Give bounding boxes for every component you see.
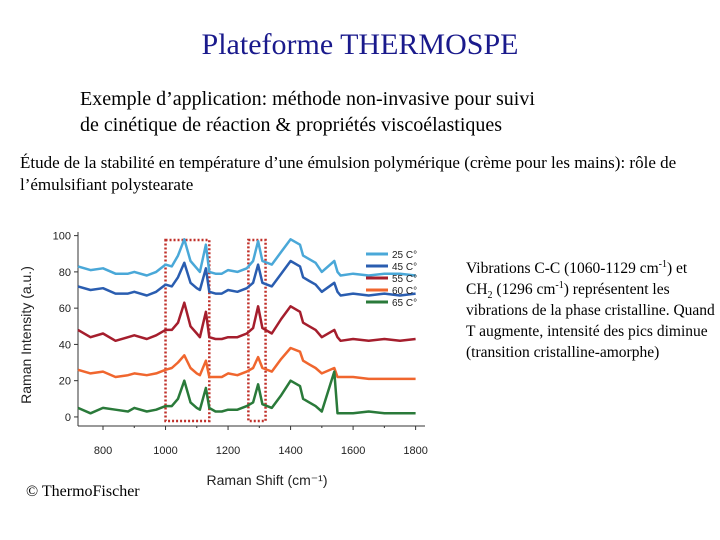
- slide-subtitle: Exemple d’application: méthode non-invas…: [80, 86, 680, 138]
- y-tick-label: 20: [59, 376, 71, 388]
- series-line: [77, 301, 416, 343]
- x-axis-label: Raman Shift (cm⁻¹): [207, 472, 328, 488]
- raman-spectra-chart: 0 20 40 60 80 100 800 1000 1200 1400 1600 1800 25 C…: [18, 231, 428, 488]
- slide-title: Plateforme THERMOSPE: [201, 28, 519, 61]
- legend-label: 25 C°: [392, 250, 417, 261]
- x-tick-label: 800: [94, 445, 112, 457]
- series-line: [77, 259, 416, 297]
- x-tick-label: 1600: [341, 445, 365, 457]
- y-tick-label: 60: [59, 303, 71, 315]
- x-tick-label: 1800: [403, 445, 427, 457]
- legend-label: 65 C°: [392, 298, 417, 309]
- note-sup-2: -1: [555, 279, 564, 291]
- y-tick-label: 80: [59, 267, 71, 279]
- note-sub-1: 2: [487, 290, 493, 302]
- highlight-regions: [164, 238, 267, 423]
- chart-axes: 0 20 40 60 80 100 800 1000 1200 1400 1600 1800: [53, 231, 428, 457]
- legend-label: 45 C°: [392, 262, 417, 273]
- subtitle-line-1: Exemple d’application: méthode non-invas…: [80, 88, 535, 110]
- note-sup-1: -1: [658, 258, 667, 270]
- highlight-region-box: [164, 238, 211, 423]
- copyright-notice: © ThermoFischer: [26, 483, 140, 500]
- legend-label: 60 C°: [392, 286, 417, 297]
- x-tick-label: 1400: [278, 445, 302, 457]
- series-line: [77, 238, 416, 277]
- series-line: [77, 346, 416, 381]
- note-part-1: Vibrations C-C (1060-1129 cm: [466, 260, 659, 277]
- y-axis-label: Raman Intensity (a.u.): [18, 266, 34, 404]
- x-tick-label: 1200: [216, 445, 240, 457]
- note-part-2: ) et CH: [466, 260, 688, 298]
- chart-legend: 25 C°45 C°55 C°60 C°65 C°: [366, 250, 417, 309]
- study-description: Étude de la stabilité en température d’u…: [20, 153, 677, 194]
- highlight-region-box: [247, 238, 267, 423]
- subtitle-line-2: de cinétique de réaction & propriétés vi…: [80, 114, 503, 136]
- note-part-3: (1296 cm: [492, 281, 556, 298]
- note-part-4: ) représentent les vibrations de la phas…: [466, 281, 715, 361]
- spectra-lines: [77, 238, 416, 415]
- annotation-note: Vibrations C-C (1060-1129 cm-1) et CH2 (…: [466, 258, 716, 363]
- y-tick-label: 0: [65, 412, 71, 424]
- legend-label: 55 C°: [392, 274, 417, 285]
- y-tick-label: 100: [53, 231, 71, 243]
- x-tick-label: 1000: [153, 445, 177, 457]
- series-line: [77, 370, 416, 415]
- y-tick-label: 40: [59, 339, 71, 351]
